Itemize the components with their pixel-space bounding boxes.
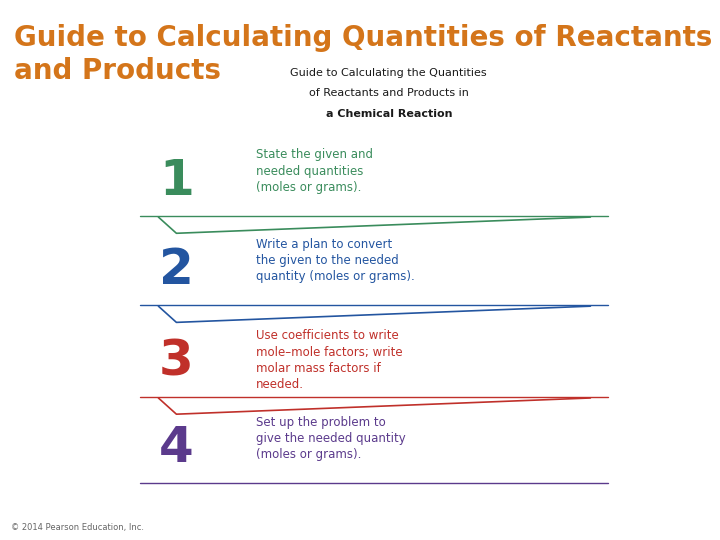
Text: a Chemical Reaction: a Chemical Reaction bbox=[325, 109, 452, 119]
Text: of Reactants and Products in: of Reactants and Products in bbox=[309, 88, 469, 98]
Text: quantity (moles or grams).: quantity (moles or grams). bbox=[256, 270, 414, 283]
Text: Guide to Calculating the Quantities: Guide to Calculating the Quantities bbox=[290, 68, 487, 78]
Text: the given to the needed: the given to the needed bbox=[256, 254, 398, 267]
Text: 1: 1 bbox=[159, 157, 194, 205]
Text: and Products: and Products bbox=[14, 57, 222, 85]
Text: State the given and: State the given and bbox=[256, 148, 373, 161]
Text: (moles or grams).: (moles or grams). bbox=[256, 448, 361, 461]
Text: 4: 4 bbox=[159, 424, 194, 472]
Text: Guide to Calculating Quantities of Reactants: Guide to Calculating Quantities of React… bbox=[14, 24, 713, 52]
Text: Write a plan to convert: Write a plan to convert bbox=[256, 238, 392, 251]
Text: 2: 2 bbox=[159, 246, 194, 294]
Text: © 2014 Pearson Education, Inc.: © 2014 Pearson Education, Inc. bbox=[11, 523, 144, 532]
Text: (moles or grams).: (moles or grams). bbox=[256, 181, 361, 194]
Text: mole–mole factors; write: mole–mole factors; write bbox=[256, 346, 402, 359]
Text: give the needed quantity: give the needed quantity bbox=[256, 432, 405, 445]
Text: molar mass factors if: molar mass factors if bbox=[256, 362, 380, 375]
Text: needed.: needed. bbox=[256, 378, 304, 391]
Text: 3: 3 bbox=[159, 338, 194, 386]
Text: Set up the problem to: Set up the problem to bbox=[256, 416, 385, 429]
Text: needed quantities: needed quantities bbox=[256, 165, 363, 178]
Text: Use coefficients to write: Use coefficients to write bbox=[256, 329, 398, 342]
